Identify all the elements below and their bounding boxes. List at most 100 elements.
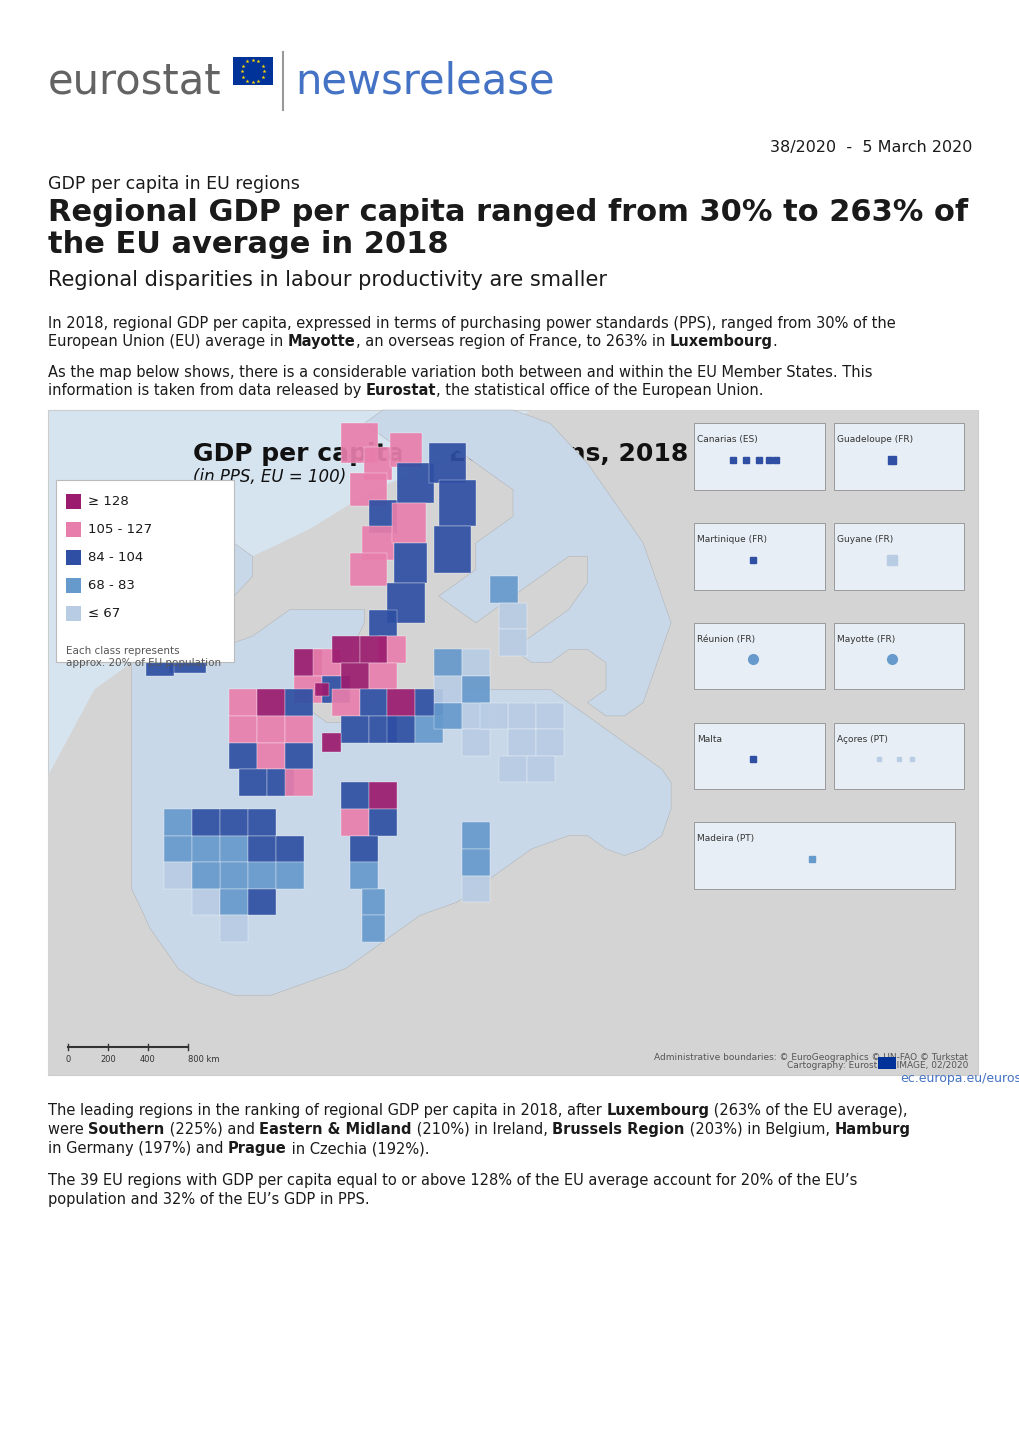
Bar <box>220 809 248 835</box>
Text: In 2018, regional GDP per capita, expressed in terms of purchasing power standar: In 2018, regional GDP per capita, expres… <box>48 316 895 332</box>
Text: Prague: Prague <box>228 1141 286 1156</box>
Text: Canarias (ES): Canarias (ES) <box>697 435 757 444</box>
Bar <box>378 636 406 663</box>
Bar <box>393 544 427 583</box>
Bar <box>285 743 313 769</box>
Bar <box>164 809 192 835</box>
Text: were: were <box>48 1122 89 1136</box>
Text: The leading regions in the ranking of regional GDP per capita in 2018, after: The leading regions in the ranking of re… <box>48 1103 605 1118</box>
Bar <box>834 623 963 689</box>
Text: Malta: Malta <box>697 734 721 744</box>
Bar <box>498 756 527 783</box>
Bar <box>387 715 415 743</box>
Text: Réunion (FR): Réunion (FR) <box>697 634 755 643</box>
Bar <box>322 676 350 702</box>
Bar <box>66 495 81 509</box>
Bar <box>229 743 257 769</box>
Bar <box>220 916 248 942</box>
Text: (225%) and: (225%) and <box>164 1122 259 1136</box>
Bar <box>396 463 433 503</box>
Text: 38/2020  -  5 March 2020: 38/2020 - 5 March 2020 <box>769 140 971 154</box>
Bar <box>164 862 192 888</box>
Bar <box>834 722 963 789</box>
Polygon shape <box>48 410 977 1074</box>
Bar <box>462 875 489 903</box>
Bar <box>415 715 443 743</box>
Text: (210%) in Ireland,: (210%) in Ireland, <box>412 1122 551 1136</box>
Bar <box>275 862 304 888</box>
Bar <box>694 523 823 590</box>
Bar <box>340 783 369 809</box>
Bar <box>229 689 257 715</box>
Bar <box>350 862 378 888</box>
Text: Hamburg: Hamburg <box>834 1122 909 1136</box>
Bar <box>257 743 285 769</box>
Bar <box>66 606 81 622</box>
Bar <box>66 522 81 536</box>
Bar <box>275 835 304 862</box>
Text: , the statistical office of the European Union.: , the statistical office of the European… <box>436 384 763 398</box>
Text: in Czechia (192%).: in Czechia (192%). <box>286 1141 429 1156</box>
Bar <box>117 623 146 649</box>
Bar <box>315 682 329 696</box>
Bar <box>164 835 192 862</box>
Bar <box>429 443 466 483</box>
Bar <box>66 578 81 593</box>
Text: GDP per capita in EU regions: GDP per capita in EU regions <box>48 174 300 193</box>
Bar <box>331 636 359 663</box>
Bar <box>433 526 471 572</box>
Bar <box>834 523 963 590</box>
Bar <box>331 689 359 715</box>
Text: ≤ 67: ≤ 67 <box>88 607 120 620</box>
Bar <box>498 603 527 630</box>
Bar <box>192 809 220 835</box>
Bar <box>462 730 489 756</box>
Bar <box>536 730 564 756</box>
Text: Regional disparities in labour productivity are smaller: Regional disparities in labour productiv… <box>48 270 606 290</box>
Bar <box>462 702 489 730</box>
Bar <box>834 424 963 490</box>
Bar <box>364 447 391 480</box>
Text: 400: 400 <box>140 1056 156 1064</box>
Text: Luxembourg: Luxembourg <box>605 1103 708 1118</box>
Bar <box>527 756 554 783</box>
Text: The 39 EU regions with GDP per capita equal to or above 128% of the EU average a: The 39 EU regions with GDP per capita eq… <box>48 1172 857 1188</box>
Text: in Germany (197%) and: in Germany (197%) and <box>48 1141 228 1156</box>
Text: Guyane (FR): Guyane (FR) <box>836 535 893 544</box>
Bar <box>694 822 954 888</box>
Text: newsrelease: newsrelease <box>294 61 554 102</box>
Bar <box>266 769 294 796</box>
Text: As the map below shows, there is a considerable variation both between and withi: As the map below shows, there is a consi… <box>48 365 871 381</box>
Bar <box>169 639 206 672</box>
Text: 200: 200 <box>100 1056 116 1064</box>
Text: (263% of the EU average),: (263% of the EU average), <box>708 1103 907 1118</box>
Text: Cartography: Eurostat – IMAGE, 02/2020: Cartography: Eurostat – IMAGE, 02/2020 <box>786 1061 967 1070</box>
Bar <box>350 473 387 506</box>
Bar <box>340 424 378 463</box>
Text: Açores (PT): Açores (PT) <box>836 734 887 744</box>
Bar <box>150 557 187 596</box>
Bar <box>389 433 422 467</box>
Bar <box>433 649 462 676</box>
Text: 105 - 127: 105 - 127 <box>88 523 152 536</box>
Text: ≥ 128: ≥ 128 <box>88 495 128 508</box>
Bar <box>238 769 266 796</box>
Bar <box>229 715 257 743</box>
Bar <box>362 888 385 916</box>
Bar <box>391 503 425 544</box>
Bar <box>257 715 285 743</box>
Bar <box>387 689 415 715</box>
Bar <box>369 610 396 636</box>
Text: European Union (EU) average in: European Union (EU) average in <box>48 335 287 349</box>
Bar <box>48 410 977 1074</box>
Bar <box>322 733 340 753</box>
Text: Madeira (PT): Madeira (PT) <box>697 835 754 844</box>
Bar <box>192 862 220 888</box>
Text: the EU average in 2018: the EU average in 2018 <box>48 231 448 260</box>
Bar <box>536 702 564 730</box>
Polygon shape <box>364 410 671 715</box>
Bar <box>285 715 313 743</box>
Bar <box>66 549 81 565</box>
Bar <box>294 676 322 702</box>
Text: Luxembourg: Luxembourg <box>668 335 771 349</box>
